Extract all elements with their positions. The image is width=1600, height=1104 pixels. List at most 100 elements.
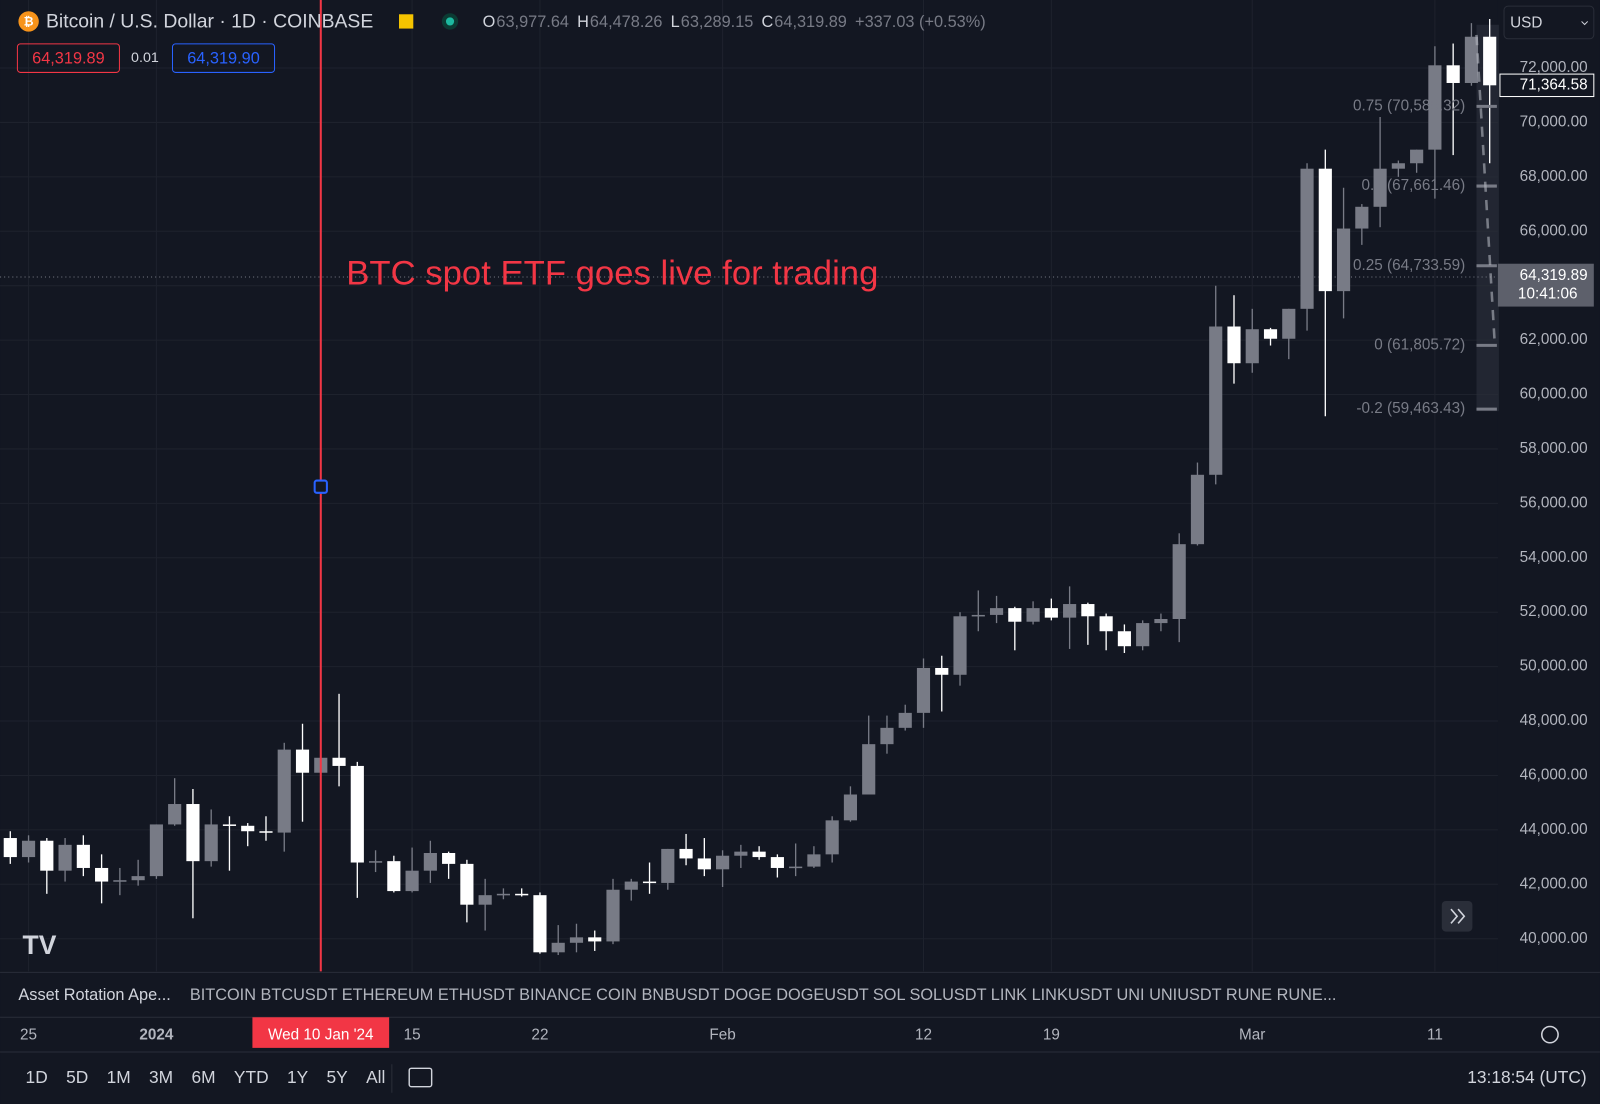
plot-area: 40,000.00 42,000.00 44,000.00 46,000.00 48,0… [0,0,1595,972]
candle-body [496,893,510,896]
range-button[interactable]: All [366,1067,385,1087]
currency[interactable]: USD [1510,15,1542,32]
candle-body [95,867,109,882]
y-tick-label: 70,000.00 [1520,113,1588,130]
candle-body [1318,168,1332,292]
range-button[interactable]: 6M [192,1067,216,1087]
range-button[interactable]: 1Y [287,1067,309,1087]
candle-body [332,757,346,766]
candle-body [825,820,839,855]
candle-body [880,727,894,745]
candle-body [442,852,456,864]
indicator-inputs: BITCOIN BTCUSDT ETHEREUM ETHUSDT BINANCE… [190,986,1337,1004]
y-tick-label: 44,000.00 [1520,821,1588,838]
candle-body [752,851,766,858]
countdown: 10:41:06 [1518,285,1578,302]
candle-body [661,848,675,883]
candle-body [1008,608,1022,622]
fib-label: -0.2 (59,463.43) [1356,400,1465,417]
candle-body [1209,326,1223,475]
candle-body [1410,149,1424,164]
candle-body [971,614,985,617]
crosshair-price-tag [1497,263,1594,307]
candle-body [168,804,182,825]
x-tick-label: 2024 [139,1027,174,1044]
candle-body [3,838,17,858]
candle-body [21,840,36,858]
x-tick-label: Feb [709,1027,735,1044]
candle-body [295,749,310,773]
event-handle[interactable] [313,479,328,494]
range-button[interactable]: 5Y [327,1067,349,1087]
candle-body [1227,326,1241,364]
x-tick-label: 22 [531,1027,548,1044]
last-price-label: 71,364.58 [1520,76,1588,93]
bid-price[interactable]: 64,319.89 [32,49,105,67]
candle-body [204,824,218,862]
candle-body [515,893,529,896]
indicator-name: Asset Rotation Ape... [18,986,170,1004]
ohlc-key: O [483,13,496,31]
candle-body [1263,329,1278,339]
candle-body [533,895,547,953]
currency-select[interactable] [1503,5,1595,40]
candle-body [1373,168,1387,207]
candle-body [113,880,127,882]
y-tick-label: 60,000.00 [1520,386,1588,403]
ask-price: 64,319.90 [187,49,260,67]
candle-body [789,866,803,869]
y-tick-label: 46,000.00 [1520,766,1588,783]
settings-icon[interactable] [1541,1025,1559,1044]
candle-body [149,824,163,877]
candle-body [989,608,1004,615]
candle-body [1172,544,1186,620]
candle-body [843,794,858,821]
ohlc-value: 64,319.89 [774,13,847,31]
ask-box[interactable] [171,43,276,73]
crosshair-price-label: 64,319.89 [1520,267,1588,284]
ohlc-value: 63,977.64 [496,13,569,31]
range-button[interactable]: 5D [66,1067,88,1087]
range-button[interactable]: 1D [26,1067,48,1087]
time-axis: 25 2024 15 22 Feb 12 19 Mar 11 Wed 10 Jan '24 [20,1017,1443,1048]
candle-body [642,881,657,884]
fib-label: 0.75 (70,589.32) [1353,97,1465,114]
candle-body [807,854,821,867]
candle-body [606,889,620,942]
candle-body [734,851,748,856]
y-tick-label: 42,000.00 [1520,875,1588,892]
candle-body [1044,608,1058,618]
tv-logo: TV [23,930,57,960]
status-dot [445,17,455,26]
range-button[interactable]: 3M [149,1067,173,1087]
symbol-title: Bitcoin / U.S. Dollar · 1D · COINBASE [46,11,373,33]
fib-trend [1475,34,1497,346]
range-button[interactable]: YTD [234,1067,269,1087]
candle-body [387,861,401,892]
fib-label: 0 (61,805.72) [1374,336,1465,353]
dropdown-arrow [1581,21,1589,26]
candle-body [368,861,383,863]
candle-body [935,667,949,675]
bid-box[interactable] [16,43,120,73]
candle-body [1282,308,1296,339]
ohlc-key: L [671,13,680,31]
candle-body [1063,604,1077,618]
candle-body [350,765,364,863]
candle-body [551,942,565,953]
ohlc-value: 64,478.26 [590,13,663,31]
candle-body [1026,608,1040,622]
candle-body [186,804,200,862]
y-tick-label: 58,000.00 [1520,440,1588,457]
range-button[interactable]: 1M [107,1067,131,1087]
candle-body [916,667,931,713]
spread: 0.01 [131,50,159,66]
x-tick-label: 19 [1043,1027,1060,1044]
ohlc-key: H [577,13,589,31]
date-range-icon[interactable] [408,1067,433,1088]
date-highlight [252,1017,390,1048]
y-tick-label: 48,000.00 [1520,712,1588,729]
